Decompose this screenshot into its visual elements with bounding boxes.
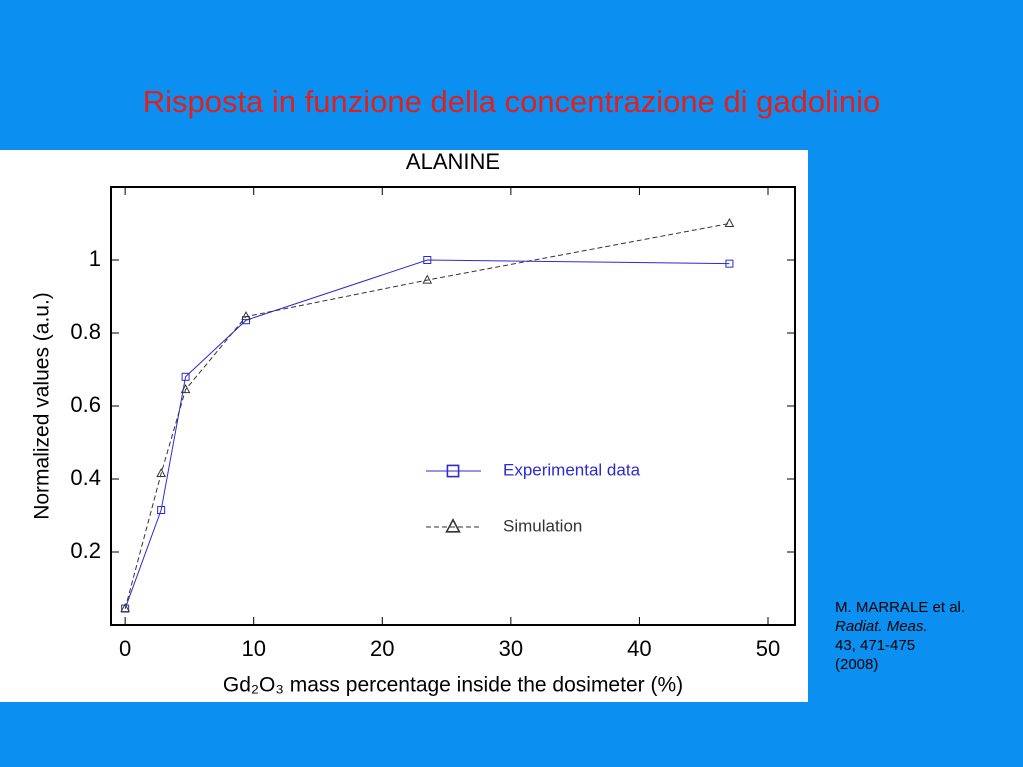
data-point [423,256,432,264]
slide-title: Risposta in funzione della concentrazion… [142,84,881,119]
chart-bg [0,150,808,702]
series-line [124,259,730,609]
ref-line: Radiat. Meas. [835,618,928,635]
ref-line: (2008) [835,656,879,673]
y-tick-label: 0.6 [70,392,101,417]
y-tick-label: 0.4 [70,465,101,490]
x-tick-label: 0 [119,636,131,661]
data-point [241,311,251,321]
x-tick-label: 10 [241,636,265,661]
chart: ALANINE Gd₂O₃ mass percentage inside the… [0,150,808,702]
legend-marker [445,518,461,533]
data-point [156,467,166,478]
x-tick-label: 50 [756,636,780,661]
data-point [725,259,734,268]
y-tick-label: 0.8 [70,319,101,344]
data-point [724,217,735,227]
y-axis-label: Normalized values (a.u.) [31,292,54,520]
chart-title: ALANINE [406,150,500,174]
series-line [124,223,730,609]
y-tick-label: 1 [89,246,101,271]
ref-line: 43, 471-475 [835,637,916,654]
y-tick-label: 0.2 [70,538,101,563]
x-tick-label: 20 [370,636,394,661]
data-point [157,506,166,515]
reference: M. MARRALE et al. Radiat. Meas. 43, 471-… [835,598,965,674]
legend-label: Simulation [503,516,582,535]
legend-label: Experimental data [503,460,641,479]
ref-line: M. MARRALE et al. [835,599,966,616]
data-point [120,603,130,613]
data-point [422,274,433,284]
x-tick-label: 40 [627,636,651,661]
data-point [181,372,190,381]
x-axis-label: Gd₂O₃ mass percentage inside the dosimet… [223,674,683,697]
x-tick-label: 30 [499,636,523,661]
data-point [180,384,191,394]
legend-marker [446,464,460,478]
